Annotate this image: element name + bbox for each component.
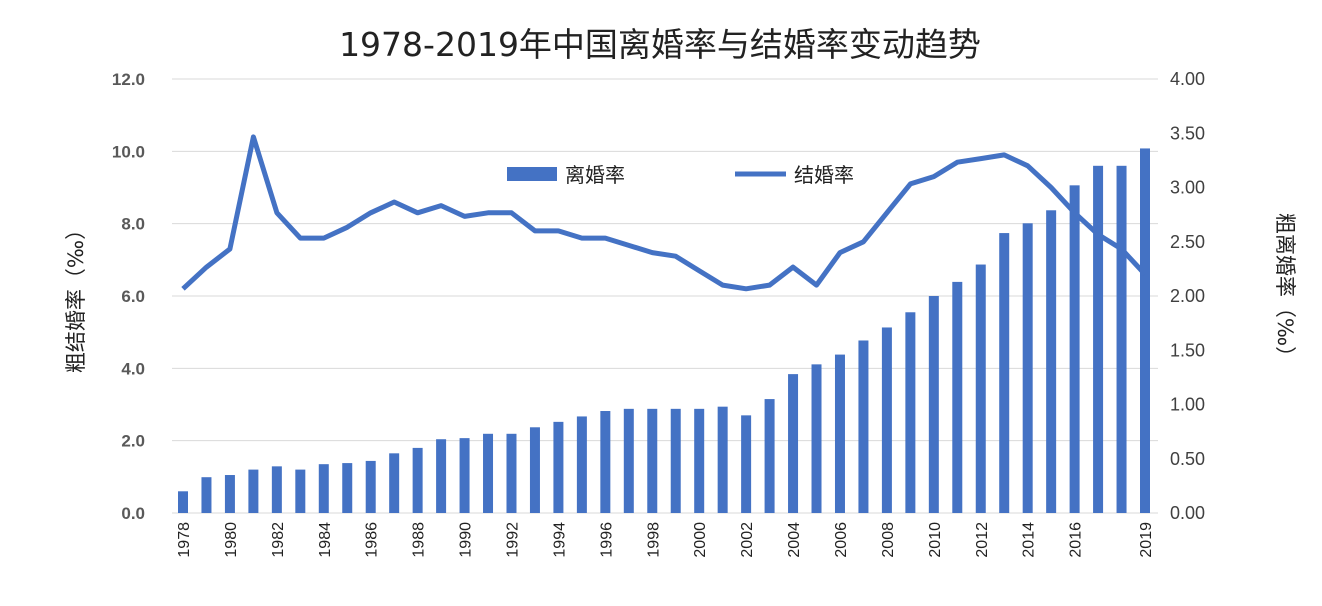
x-tick-label: 1996 — [598, 522, 615, 558]
bar-2011 — [952, 281, 963, 513]
bar-1981 — [248, 469, 259, 513]
bar-1979 — [201, 477, 212, 513]
x-tick-label: 1986 — [364, 522, 381, 558]
bar-2002 — [741, 415, 752, 513]
bar-2016 — [1069, 185, 1080, 513]
x-tick-label: 1990 — [458, 522, 475, 558]
bar-2013 — [999, 233, 1010, 513]
bar-1989 — [436, 439, 447, 513]
x-tick-label: 1980 — [223, 522, 240, 558]
bar-1993 — [529, 427, 540, 513]
right-tick-label: 1.50 — [1170, 340, 1205, 360]
bar-2018 — [1116, 165, 1127, 514]
left-tick-label: 10.0 — [112, 142, 145, 161]
bar-1983 — [295, 469, 306, 513]
chart-title: 1978-2019年中国离婚率与结婚率变动趋势 — [339, 25, 981, 64]
x-tick-label: 2006 — [833, 522, 850, 558]
x-tick-label: 2008 — [880, 522, 897, 558]
bar-1997 — [623, 408, 634, 513]
bar-2014 — [1022, 223, 1033, 513]
marriage-rate-line — [181, 134, 1147, 292]
right-axis-ticks: 0.00 0.50 1.00 1.50 2.00 2.50 3.00 3.50 4.00 — [1170, 69, 1205, 523]
bar-1990 — [459, 438, 470, 513]
bar-2007 — [858, 340, 869, 513]
bar-1988 — [412, 447, 423, 513]
bar-1987 — [389, 453, 400, 513]
legend: 离婚率 结婚率 — [507, 163, 854, 187]
left-axis-ticks: 0.0 2.0 4.0 6.0 8.0 10.0 12.0 — [112, 70, 145, 523]
left-tick-label: 8.0 — [121, 215, 145, 234]
bar-1991 — [483, 433, 494, 513]
right-tick-label: 1.00 — [1170, 395, 1205, 415]
bar-1994 — [553, 421, 564, 513]
right-tick-label: 4.00 — [1170, 69, 1205, 89]
bar-2003 — [764, 399, 775, 513]
x-tick-label: 1998 — [645, 522, 662, 558]
bar-2012 — [975, 264, 986, 513]
x-tick-label: 2002 — [739, 522, 756, 558]
right-tick-label: 2.50 — [1170, 232, 1205, 252]
x-tick-label: 2014 — [1021, 522, 1038, 558]
bar-2001 — [717, 406, 728, 513]
legend-bar-swatch — [507, 167, 557, 181]
bar-1996 — [600, 411, 611, 513]
left-tick-label: 0.0 — [121, 504, 145, 523]
left-tick-label: 6.0 — [121, 287, 145, 306]
bar-2005 — [811, 364, 822, 513]
right-tick-label: 3.50 — [1170, 123, 1205, 143]
bar-1995 — [576, 416, 587, 513]
bar-2015 — [1046, 210, 1057, 513]
right-axis-label: 粗离婚率（‰） — [1273, 213, 1297, 367]
bar-1980 — [224, 475, 235, 513]
bar-1982 — [271, 466, 282, 513]
bar-1986 — [365, 460, 376, 513]
x-tick-label: 1994 — [551, 522, 568, 558]
x-tick-label: 2000 — [692, 522, 709, 558]
x-tick-label: 2010 — [927, 522, 944, 558]
bar-1985 — [342, 463, 353, 513]
bar-1984 — [318, 464, 329, 513]
x-tick-label: 2019 — [1138, 522, 1155, 558]
left-tick-label: 12.0 — [112, 70, 145, 89]
x-tick-label: 1982 — [270, 522, 287, 558]
right-tick-label: 0.50 — [1170, 449, 1205, 469]
bar-1998 — [647, 408, 658, 513]
x-tick-label: 2012 — [974, 522, 991, 558]
x-tick-label: 2016 — [1068, 522, 1085, 558]
x-tick-label: 1978 — [176, 522, 193, 558]
divorce-bars — [178, 136, 1150, 514]
bar-2010 — [928, 296, 939, 513]
right-tick-label: 2.00 — [1170, 286, 1205, 306]
x-axis-ticks: 1978 1980 1982 1984 1986 1988 1990 1992 1994 1996… — [176, 522, 1155, 558]
x-tick-label: 1984 — [317, 522, 334, 558]
bar-2004 — [788, 374, 799, 513]
x-tick-label: 2004 — [786, 522, 803, 558]
left-axis-label: 粗结婚率（‰） — [64, 219, 88, 373]
bar-2019 — [1140, 148, 1150, 513]
legend-line-label: 结婚率 — [794, 163, 854, 187]
bar-2009 — [905, 312, 916, 513]
bar-2017 — [1093, 165, 1104, 514]
gridlines — [172, 78, 1158, 514]
bar-2006 — [834, 354, 845, 513]
left-tick-label: 2.0 — [121, 432, 145, 451]
right-tick-label: 3.00 — [1170, 178, 1205, 198]
x-tick-label: 1988 — [411, 522, 428, 558]
left-tick-label: 4.0 — [121, 359, 145, 378]
legend-bar-label: 离婚率 — [565, 163, 625, 187]
bar-1978 — [178, 491, 188, 513]
x-tick-label: 1992 — [504, 522, 521, 558]
bar-1999 — [670, 408, 681, 513]
bar-1992 — [506, 433, 517, 513]
bar-2000 — [694, 408, 705, 513]
right-tick-label: 0.00 — [1170, 503, 1205, 523]
bar-2008 — [881, 327, 892, 513]
